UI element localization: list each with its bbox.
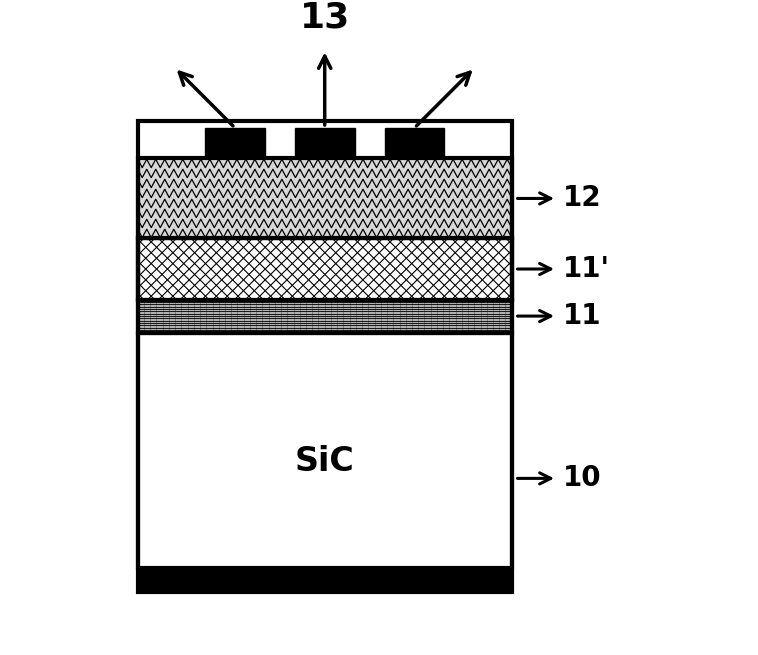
Bar [205,128,265,159]
Text: SiC: SiC [295,445,355,478]
Text: 11: 11 [563,302,601,330]
Text: 10: 10 [563,464,602,493]
Bar [138,568,512,592]
Bar [295,128,355,159]
Bar [138,121,512,592]
Text: 11': 11' [563,255,610,283]
Text: 12: 12 [563,185,602,212]
Bar [384,128,444,159]
Text: 13: 13 [299,1,350,34]
Bar [138,159,512,238]
Bar [138,299,512,333]
Bar [138,238,512,299]
Bar [138,333,512,568]
Bar [138,238,512,299]
